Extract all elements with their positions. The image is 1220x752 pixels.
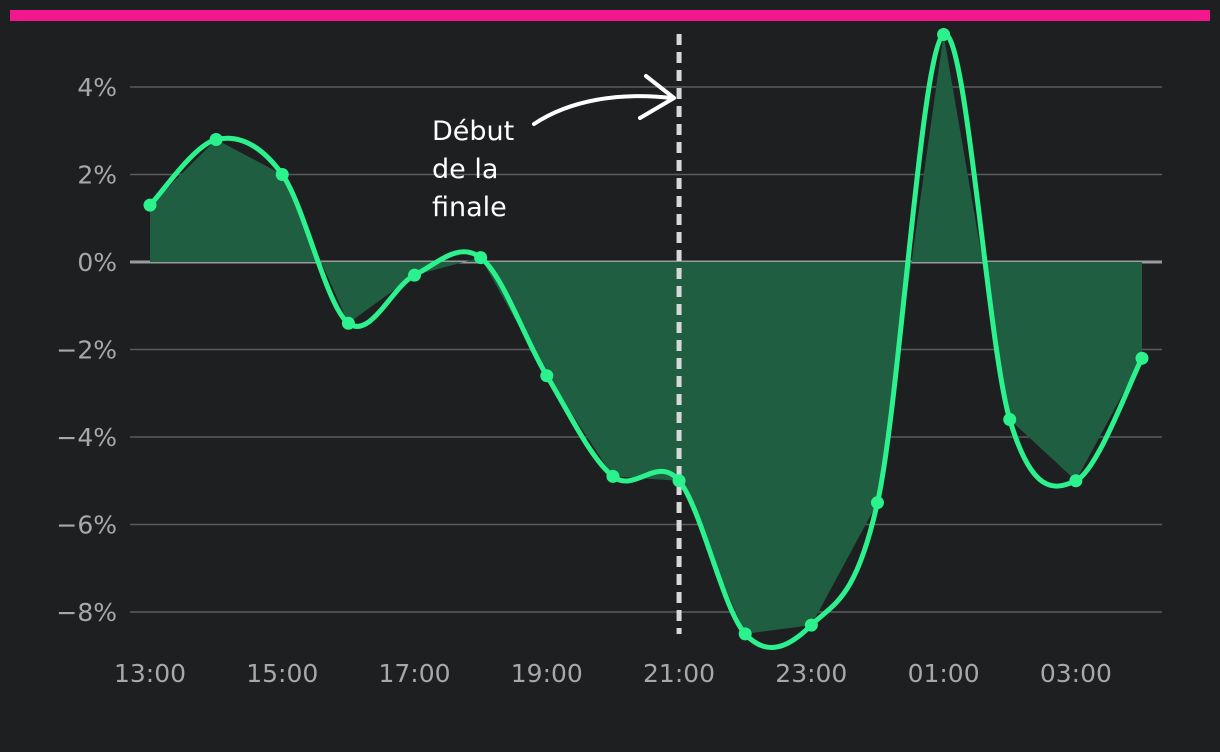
annotation-line-1: Début: [432, 116, 514, 147]
x-tick-label: 23:00: [775, 659, 847, 688]
y-tick-label: 0%: [77, 248, 117, 277]
x-tick-labels: 13:00 15:00 17:00 19:00 21:00 23:00 01:00 03:00: [114, 659, 1112, 688]
data-point: [209, 133, 223, 146]
x-tick-label: 13:00: [114, 659, 186, 688]
x-tick-label: 01:00: [908, 659, 980, 688]
data-point: [275, 168, 289, 181]
annotation: Début de la finale: [432, 74, 676, 223]
x-tick-label: 19:00: [511, 659, 583, 688]
annotation-arrowhead: [638, 74, 676, 120]
y-tick-label: 4%: [77, 73, 117, 102]
data-point: [738, 627, 752, 641]
series-line: [147, 31, 1145, 650]
y-tick-label: 2%: [77, 161, 117, 190]
area-fill: [150, 34, 1142, 634]
data-point: [341, 316, 355, 330]
data-point: [1069, 474, 1083, 488]
data-points: [143, 28, 1149, 641]
y-tick-label: −4%: [56, 423, 117, 452]
data-point: [143, 198, 157, 212]
data-point: [474, 251, 488, 265]
y-tick-label: −6%: [56, 511, 117, 540]
x-tick-label: 21:00: [643, 659, 715, 688]
y-tick-label: −8%: [56, 598, 117, 627]
area-fill-layer: [150, 34, 1142, 634]
series-line-layer: [147, 31, 1145, 650]
y-tick-label: −2%: [56, 336, 117, 365]
x-tick-label: 15:00: [246, 659, 318, 688]
data-point: [870, 496, 884, 510]
top-accent-bar: [10, 10, 1210, 21]
annotation-line-3: finale: [432, 192, 507, 223]
x-tick-label: 03:00: [1040, 659, 1112, 688]
data-point: [804, 618, 818, 632]
annotation-arrow: [532, 94, 674, 126]
data-point: [1135, 351, 1149, 365]
y-tick-labels: 4% 2% 0% −2% −4% −6% −8%: [56, 73, 117, 627]
data-point: [1003, 413, 1017, 426]
x-tick-label: 17:00: [379, 659, 451, 688]
data-point: [672, 474, 686, 488]
data-point: [937, 28, 951, 41]
data-point: [408, 268, 422, 282]
annotation-line-2: de la: [432, 154, 498, 185]
data-point: [540, 369, 554, 383]
data-point: [606, 469, 620, 483]
